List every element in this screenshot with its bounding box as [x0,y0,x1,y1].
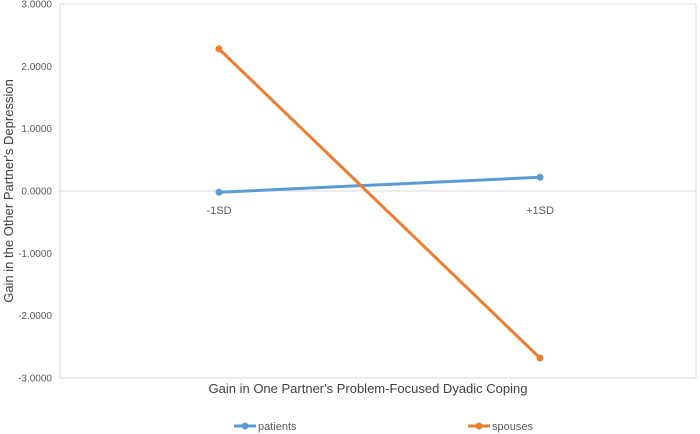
series-line-patients [217,175,542,194]
legend-label-patients: patients [258,421,297,433]
x-category-label: +1SD [526,205,554,217]
x-axis-title: Gain in One Partner's Problem-Focused Dy… [209,381,528,396]
x-category-label: -1SD [206,205,231,217]
legend-marker-patients [241,422,249,430]
y-tick-label: -2.0000 [18,311,52,322]
y-tick-label: 1.0000 [21,124,52,135]
y-axis-ticks: 3.0000 2.0000 1.0000 0.0000 -1.0000 -2.0000 -3… [18,0,52,385]
series-group [215,45,544,362]
data-point-patients [215,188,223,196]
y-tick-label: -1.0000 [18,249,52,260]
y-axis-title: Gain in the Other Partner's Depression [1,79,16,303]
y-tick-label: 0.0000 [21,187,52,198]
y-tick-label: -3.0000 [18,374,52,385]
y-tick-label: 2.0000 [21,62,52,73]
legend: patients spouses [234,421,533,433]
data-point-spouses [215,45,223,53]
y-tick-label: 3.0000 [21,0,52,11]
data-point-patients [536,173,544,181]
data-point-spouses [536,354,544,362]
x-axis-categories: -1SD +1SD [206,205,553,217]
legend-marker-spouses [475,422,483,430]
legend-label-spouses: spouses [492,421,533,433]
series-line-spouses [217,47,542,360]
